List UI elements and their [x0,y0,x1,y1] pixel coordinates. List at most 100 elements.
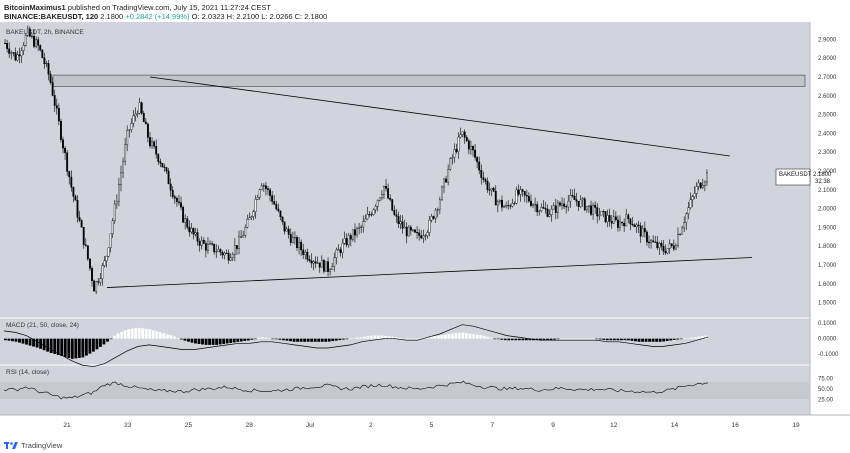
candle-body [262,185,265,187]
time-tick-label: 14 [671,422,679,429]
candle-body [333,257,336,267]
candle-body [677,234,679,246]
macd-histogram-bar [92,338,95,352]
candle-body [695,186,698,194]
macd-histogram-bar [296,338,299,342]
candle-body [354,229,356,236]
candle-body [364,218,367,222]
candle-body [72,187,75,197]
time-axis[interactable] [0,415,850,435]
macd-histogram-bar [605,338,609,341]
candle-body [269,189,271,196]
macd-histogram-bar [549,338,553,341]
countdown-timer: 32:38 [815,179,831,185]
resistance-zone[interactable] [52,74,806,87]
macd-histogram-bar [609,338,613,341]
candle-body [579,199,582,207]
candle-body [258,189,261,198]
macd-histogram-bar [433,336,437,339]
macd-histogram-bar [468,333,472,339]
macd-histogram-bar [229,338,233,343]
candle-body [149,137,151,147]
candle-body [619,221,621,228]
macd-histogram-bar [553,338,556,340]
price-axis[interactable] [810,22,850,427]
candle-body [198,241,201,246]
macd-histogram-bar [475,334,479,339]
candle-body [581,198,584,201]
candle-body [525,195,528,197]
resistance-rectangle[interactable] [52,74,806,87]
candle-body [621,221,623,224]
candle-body [697,182,700,187]
macd-histogram-bar [461,332,465,339]
macd-histogram-bar [588,338,592,340]
macd-histogram-bar [591,338,595,340]
candle-body [639,225,642,237]
candle-body [643,228,646,233]
macd-histogram-bar [690,337,694,339]
candle-body [670,243,673,246]
candle-body [685,213,688,223]
candle-body [534,204,537,206]
time-tick-label: 23 [124,422,132,429]
candle-body [267,188,269,190]
macd-tick-label: 0.0000 [818,337,837,343]
candle-body [26,28,29,36]
time-tick-label: 25 [185,422,193,429]
descending-trendline[interactable] [149,76,731,157]
candle-body [668,243,671,249]
ascending-trendline[interactable] [106,257,753,288]
candle-body [207,243,209,251]
macd-histogram-bar [620,338,623,341]
macd-histogram-bar [436,335,440,339]
macd-histogram-bar [644,338,648,342]
candle-body [389,197,392,200]
macd-histogram-bar [665,338,669,341]
candle-body [254,199,257,212]
macd-histogram-bar [373,335,377,339]
candle-body [637,224,640,227]
macd-histogram-bar [465,333,468,339]
price-tick-label: 2.3000 [818,150,837,156]
candle-body [209,243,211,245]
candle-body [546,208,549,217]
candle-body [594,205,597,208]
candle-body [530,200,532,206]
candle-body [51,82,54,96]
candle-body [227,252,230,261]
candle-body [494,190,497,206]
macd-histogram-bar [429,336,433,339]
footer-brand[interactable]: TradingView [21,440,63,450]
macd-histogram-bar [275,338,278,340]
candle-body [478,161,481,171]
candle-body [312,261,315,264]
candle-body [569,195,572,202]
candle-body [424,235,427,237]
macd-histogram-bar [440,335,444,339]
macd-histogram-bar [35,338,39,348]
trendlines[interactable] [106,76,753,288]
macd-histogram-bar [14,338,18,342]
candle-body [374,206,377,210]
candle-body [405,226,408,237]
author-name[interactable]: BitcoinMaximus1 [4,3,66,12]
candle-body [378,197,381,201]
candle-body [279,210,282,218]
macd-histogram-bar [60,338,64,356]
macd-histogram-bar [324,338,328,342]
candle-body [592,205,595,215]
rsi-tick-label: 75.00 [818,377,834,383]
candle-body [122,160,124,174]
price-tick-label: 1.8000 [818,244,837,250]
current-price-symbol: BAKEUSDT [779,172,812,178]
candle-body [115,200,118,205]
ohlc-values: O: 2.0323 H: 2.2100 L: 2.0266 C: 2.1800 [191,12,328,21]
macd-histogram-bar [176,337,180,339]
candle-body [641,228,644,237]
candle-body [505,205,508,207]
macd-histogram-bar [384,335,387,339]
macd-histogram-bar [310,338,314,342]
rsi-tick-label: 25.00 [818,398,834,404]
